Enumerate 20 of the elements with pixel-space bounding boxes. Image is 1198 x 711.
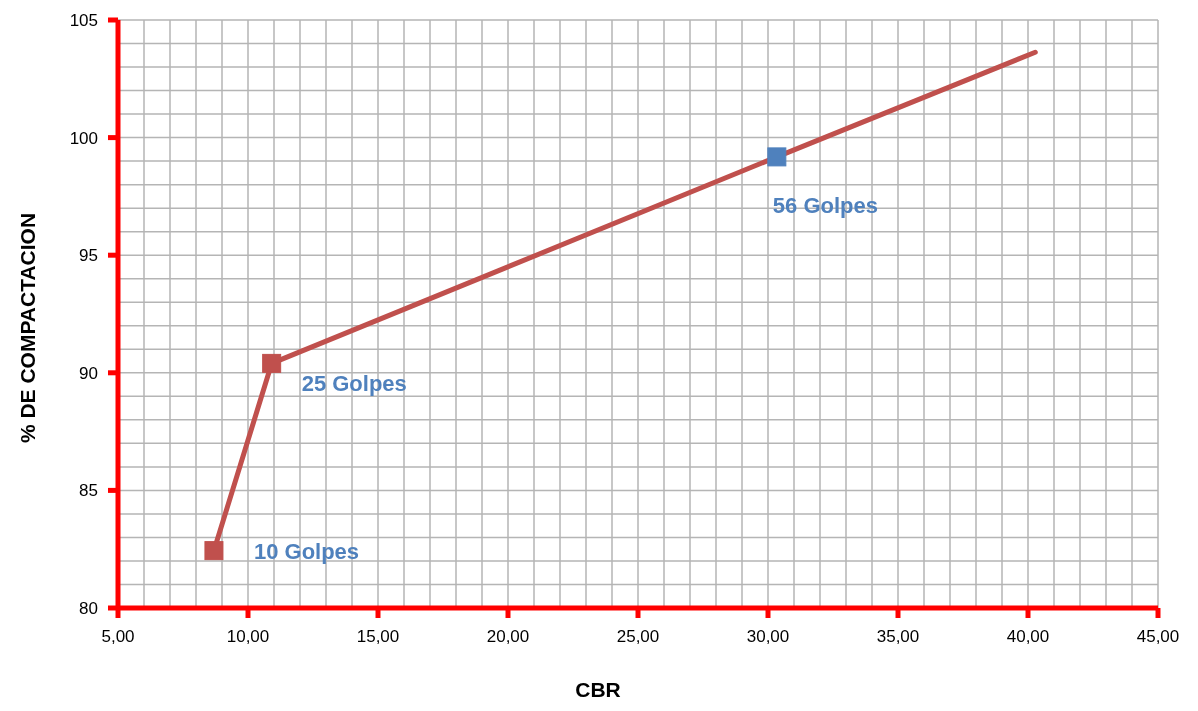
y-axis-title: % DE COMPACTACION [16,212,40,444]
y-tick-label: 95 [79,246,98,266]
annotation: 56 Golpes [772,192,878,218]
x-tick-label: 5,00 [101,627,135,646]
y-tick-label: 90 [79,363,98,383]
x-tick-label: 35,00 [876,627,920,646]
x-tick-label: 15,00 [356,627,400,646]
annotation: 25 Golpes [301,371,407,397]
x-tick-label: 40,00 [1006,627,1050,646]
x-tick-label: 30,00 [746,627,790,646]
y-tick-label: 80 [79,599,98,618]
x-axis-title: CBR [574,678,622,702]
x-tick-label: 10,00 [226,627,270,646]
y-tick-label: 100 [69,128,98,148]
annotation: 10 Golpes [253,538,360,564]
x-tick-label: 25,00 [616,627,660,646]
x-tick-label: 45,00 [1136,627,1180,646]
y-tick-label: 105 [69,11,98,30]
y-tick-label: 85 [79,481,98,501]
x-tick-label: 20,00 [486,627,530,646]
